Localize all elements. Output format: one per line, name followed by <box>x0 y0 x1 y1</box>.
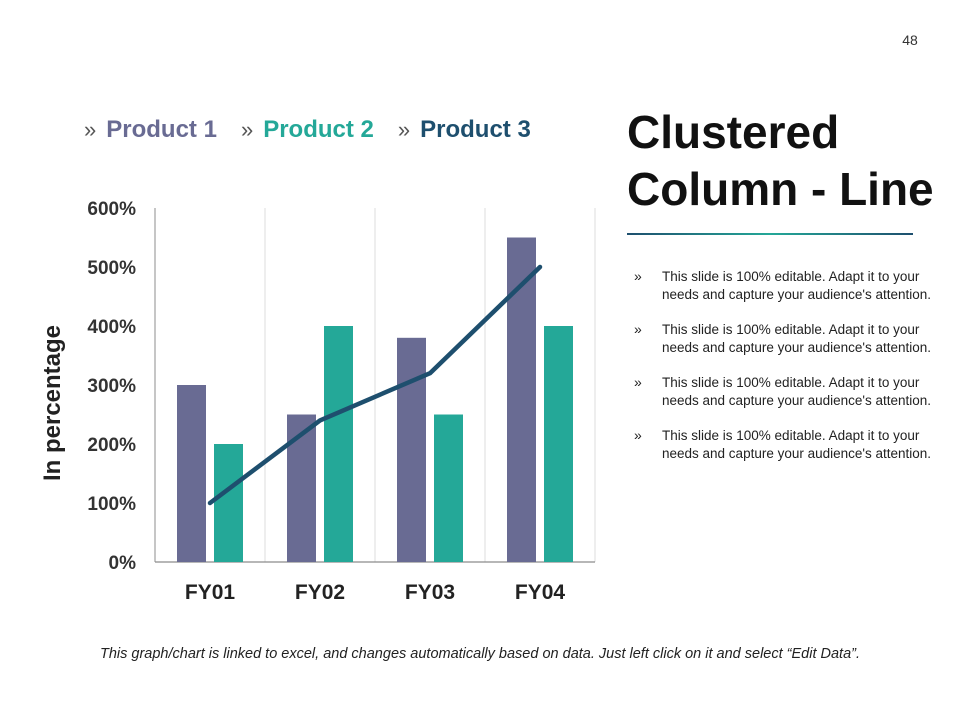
bullet-item: » This slide is 100% editable. Adapt it … <box>634 268 952 303</box>
bullet-text: This slide is 100% editable. Adapt it to… <box>662 375 932 408</box>
bar-product-2-fy02 <box>324 326 353 562</box>
footer-note: This graph/chart is linked to excel, and… <box>99 646 861 662</box>
legend-marker: » <box>84 117 97 142</box>
y-tick-label: 100% <box>87 494 136 515</box>
bullet-text: This slide is 100% editable. Adapt it to… <box>662 322 932 355</box>
page-number: 48 <box>902 32 918 48</box>
bar-product-2-fy03 <box>434 414 463 562</box>
legend-label: Product 2 <box>263 116 374 143</box>
legend-label: Product 3 <box>420 116 531 143</box>
y-tick-label: 400% <box>87 317 136 338</box>
bar-product-2-fy04 <box>544 326 573 562</box>
bullet-list: » This slide is 100% editable. Adapt it … <box>634 268 952 480</box>
y-tick-label: 600% <box>87 199 136 220</box>
legend-item-product-3: » Product 3 <box>398 116 531 144</box>
legend-marker: » <box>397 117 411 142</box>
x-tick-label: FY01 <box>185 581 236 604</box>
slide-title-line-1: Clustered <box>627 106 840 158</box>
bar-product-1-fy03 <box>397 337 426 562</box>
legend-label: Product 1 <box>106 116 217 143</box>
x-tick-label: FY02 <box>295 581 345 604</box>
bullet-item: » This slide is 100% editable. Adapt it … <box>634 427 952 462</box>
slide-title-line-2: Column - Line <box>627 163 934 215</box>
line-series-product-3 <box>207 264 543 506</box>
bullet-item: » This slide is 100% editable. Adapt it … <box>634 374 952 409</box>
chart-legend: » Product 1 » Product 2 » Product 3 <box>84 116 555 144</box>
slide-title: Clustered Column - Line <box>627 104 957 218</box>
y-tick-label: 200% <box>87 435 136 456</box>
bar-product-2-fy01 <box>214 444 243 562</box>
x-tick-label: FY03 <box>405 581 455 604</box>
legend-item-product-2: » Product 2 <box>241 116 374 144</box>
bar-product-1-fy01 <box>177 385 206 562</box>
legend-item-product-1: » Product 1 <box>84 116 217 144</box>
y-tick-label: 0% <box>109 553 137 574</box>
title-divider <box>627 233 913 235</box>
bullet-text: This slide is 100% editable. Adapt it to… <box>662 269 932 302</box>
legend-marker: » <box>240 117 254 142</box>
x-tick-label: FY04 <box>515 581 566 604</box>
bullet-marker-icon: » <box>634 374 642 390</box>
bullet-marker-icon: » <box>634 268 642 284</box>
bullet-item: » This slide is 100% editable. Adapt it … <box>634 321 952 356</box>
bullet-marker-icon: » <box>634 427 642 443</box>
y-tick-label: 500% <box>87 258 136 279</box>
bullet-marker-icon: » <box>634 321 642 337</box>
bullet-text: This slide is 100% editable. Adapt it to… <box>662 428 932 461</box>
y-tick-label: 300% <box>87 376 136 397</box>
y-axis-title: In percentage <box>39 325 66 481</box>
